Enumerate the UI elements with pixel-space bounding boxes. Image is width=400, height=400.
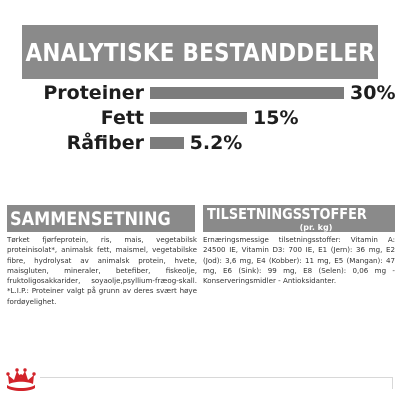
composition-title: SAMMENSETNING [10, 207, 171, 230]
footer-divider [40, 377, 393, 389]
nutrient-row-fiber: Råfiber 5.2% [0, 130, 400, 156]
nutrient-label: Proteiner [43, 82, 144, 104]
nutrient-bar [150, 87, 344, 99]
nutrient-row-fat: Fett 15% [0, 105, 400, 131]
nutrient-label: Råfiber [66, 132, 144, 154]
nutrient-row-protein: Proteiner 30% [0, 80, 400, 106]
additives-title: TILSETNINGSSTOFFER [207, 205, 367, 223]
nutrient-bar [150, 137, 184, 149]
analysis-title: ANALYTISKE BESTANDDELER [25, 37, 375, 67]
royal-canin-crown-logo-icon [6, 368, 36, 391]
nutrient-label: Fett [100, 107, 144, 129]
nutrient-value: 5.2% [189, 132, 243, 154]
composition-header: SAMMENSETNING [7, 205, 195, 232]
additives-text: Ernæringsmessige tilsetningsstoffer: Vit… [203, 235, 395, 286]
footer-divider-tick [392, 377, 393, 389]
nutrient-value: 30% [350, 82, 396, 104]
additives-header: TILSETNINGSSTOFFER (pr. kg) [203, 205, 395, 232]
analysis-header-banner: ANALYTISKE BESTANDDELER [22, 25, 378, 79]
additives-subtitle: (pr. kg) [299, 223, 333, 232]
nutrient-value: 15% [253, 107, 299, 129]
nutrient-bar [150, 112, 247, 124]
composition-text: Tørket fjørfeprotein, ris, mais, vegetab… [7, 235, 197, 306]
